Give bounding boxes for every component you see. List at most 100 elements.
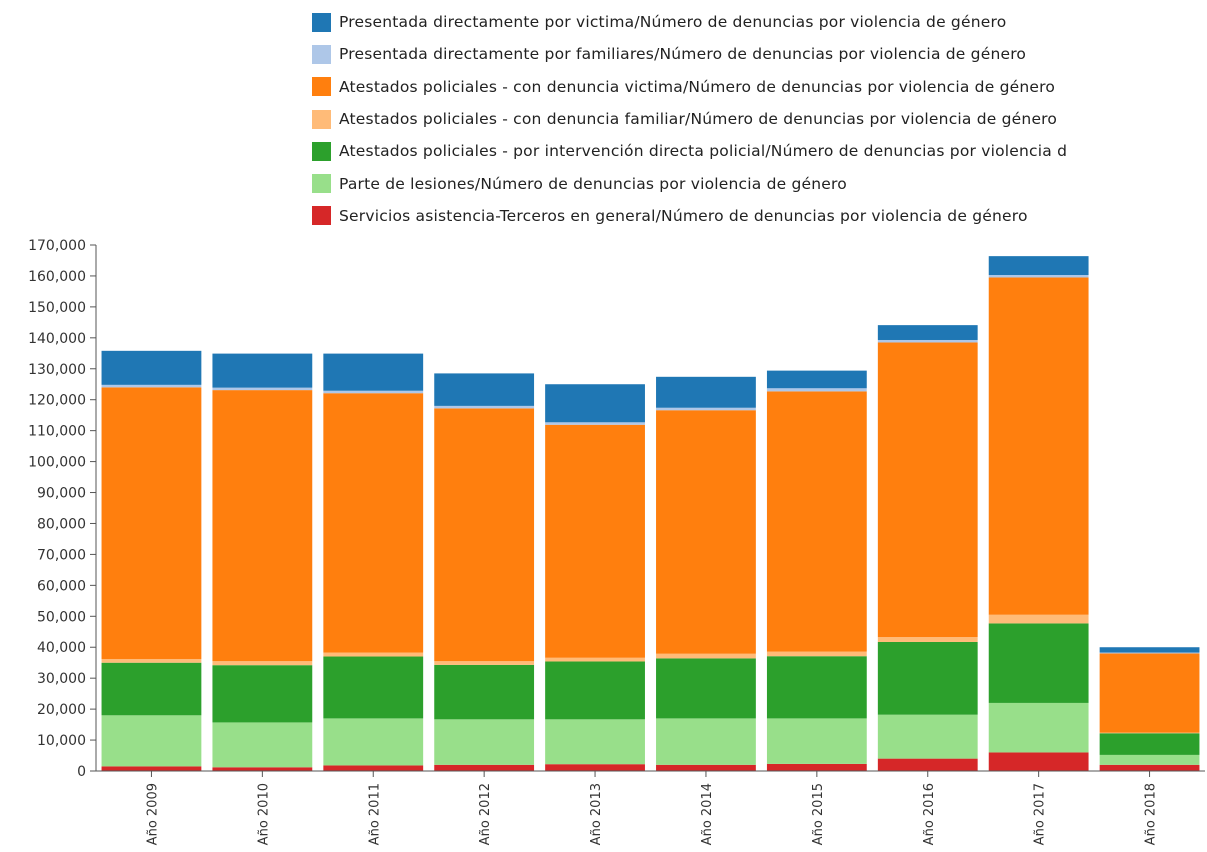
y-tick-label: 0 (77, 764, 86, 780)
bar-segment[interactable] (323, 652, 424, 657)
bar-segment[interactable] (212, 661, 313, 666)
legend-item[interactable]: Presentada directamente por familiares/N… (312, 38, 1202, 70)
bar-segment[interactable] (434, 405, 535, 409)
bar-segment[interactable] (656, 653, 756, 659)
legend-item[interactable]: Servicios asistencia-Terceros en general… (312, 200, 1202, 232)
legend-item[interactable]: Parte de lesiones/Número de denuncias po… (312, 167, 1202, 199)
bar-segment[interactable] (212, 390, 313, 662)
y-tick-label: 150,000 (28, 300, 86, 316)
y-axis: 0 10,000 20,000 30,000 40,000 50,000 60,000 70,… (28, 238, 97, 780)
bar-segment[interactable] (656, 764, 756, 771)
bar-segment[interactable] (877, 325, 978, 340)
bar-segment[interactable] (323, 353, 424, 391)
x-tick-label: Año 2012 (478, 783, 493, 845)
bar-segment[interactable] (545, 422, 645, 425)
bar-segment[interactable] (877, 637, 978, 642)
bar-segment[interactable] (212, 767, 313, 771)
bar-segment[interactable] (434, 764, 535, 771)
bar-segment[interactable] (1099, 732, 1200, 734)
bar-segment[interactable] (101, 662, 202, 716)
bar-segment[interactable] (766, 718, 867, 764)
bar-segment[interactable] (766, 651, 867, 657)
bar-segment[interactable] (545, 661, 645, 720)
bar-segment[interactable] (988, 275, 1089, 278)
bar-segment[interactable] (101, 766, 202, 771)
bar-segment[interactable] (656, 376, 756, 408)
y-tick-label: 10,000 (37, 733, 86, 749)
bar-segment[interactable] (766, 388, 867, 392)
chart-legend: Presentada directamente por victima/Núme… (312, 6, 1202, 232)
y-tick-label: 120,000 (28, 393, 86, 409)
y-tick-label: 90,000 (37, 486, 86, 502)
bar-segment[interactable] (988, 623, 1089, 703)
bar-segment[interactable] (212, 722, 313, 768)
bar-segment[interactable] (766, 370, 867, 389)
bar-segment[interactable] (101, 658, 202, 663)
bar-segment[interactable] (877, 641, 978, 715)
bar-segment[interactable] (766, 391, 867, 652)
bar-segment[interactable] (323, 390, 424, 394)
y-tick-label: 100,000 (28, 455, 86, 471)
bar-segment[interactable] (212, 387, 313, 391)
x-tick-label: Año 2010 (256, 783, 271, 845)
bar-segment[interactable] (545, 764, 645, 771)
bar-segment[interactable] (1099, 652, 1200, 654)
bar-segment[interactable] (434, 664, 535, 720)
bar-segment[interactable] (1099, 653, 1200, 733)
bar-segment[interactable] (1099, 647, 1200, 653)
y-tick-label: 20,000 (37, 702, 86, 718)
y-tick-label: 80,000 (37, 516, 86, 532)
bar-segment[interactable] (877, 342, 978, 638)
legend-label: Parte de lesiones/Número de denuncias po… (339, 174, 847, 193)
bar-segment[interactable] (323, 765, 424, 771)
bar-segment[interactable] (1099, 754, 1200, 765)
legend-item[interactable]: Atestados policiales - por intervención … (312, 135, 1202, 167)
legend-item[interactable]: Presentada directamente por victima/Núme… (312, 6, 1202, 38)
bar-segment[interactable] (323, 656, 424, 719)
bar-segment[interactable] (988, 752, 1089, 771)
bar-segment[interactable] (545, 719, 645, 765)
y-tick-label: 160,000 (28, 269, 86, 285)
bar-segment[interactable] (545, 424, 645, 658)
bar-segment[interactable] (545, 384, 645, 423)
bar-segment[interactable] (101, 715, 202, 767)
legend-item[interactable]: Atestados policiales - con denuncia fami… (312, 103, 1202, 135)
bar-segment[interactable] (877, 339, 978, 343)
bar-segment[interactable] (434, 661, 535, 665)
x-tick-label: Año 2017 (1033, 783, 1048, 845)
x-tick-label: Año 2009 (145, 783, 160, 845)
bar-segment[interactable] (434, 719, 535, 765)
legend-label: Atestados policiales - por intervención … (339, 142, 1068, 161)
legend-label: Atestados policiales - con denuncia vict… (339, 77, 1056, 96)
bar-segment[interactable] (877, 714, 978, 759)
bars (101, 256, 1200, 771)
bar-segment[interactable] (656, 407, 756, 411)
bar-segment[interactable] (766, 656, 867, 719)
bar-segment[interactable] (766, 763, 867, 771)
bar-segment[interactable] (545, 657, 645, 662)
legend-swatch (312, 174, 331, 194)
bar-segment[interactable] (323, 718, 424, 766)
bar-segment[interactable] (656, 658, 756, 719)
bar-segment[interactable] (212, 353, 313, 388)
bar-segment[interactable] (988, 256, 1089, 276)
bar-segment[interactable] (212, 665, 313, 723)
bar-segment[interactable] (323, 393, 424, 653)
bar-segment[interactable] (656, 410, 756, 654)
bar-segment[interactable] (434, 408, 535, 662)
legend-item[interactable]: Atestados policiales - con denuncia vict… (312, 71, 1202, 103)
bar-segment[interactable] (101, 387, 202, 659)
bar-segment[interactable] (988, 614, 1089, 624)
bar-segment[interactable] (101, 350, 202, 385)
bar-segment[interactable] (877, 758, 978, 771)
bar-segment[interactable] (1099, 733, 1200, 755)
bar-segment[interactable] (988, 702, 1089, 753)
y-tick-label: 40,000 (37, 640, 86, 656)
bar-segment[interactable] (988, 277, 1089, 615)
bar-segment[interactable] (1099, 764, 1200, 771)
bar-segment[interactable] (101, 384, 202, 388)
legend-swatch (312, 12, 331, 32)
x-tick-label: Año 2016 (922, 783, 937, 845)
bar-segment[interactable] (656, 718, 756, 765)
bar-segment[interactable] (434, 373, 535, 406)
